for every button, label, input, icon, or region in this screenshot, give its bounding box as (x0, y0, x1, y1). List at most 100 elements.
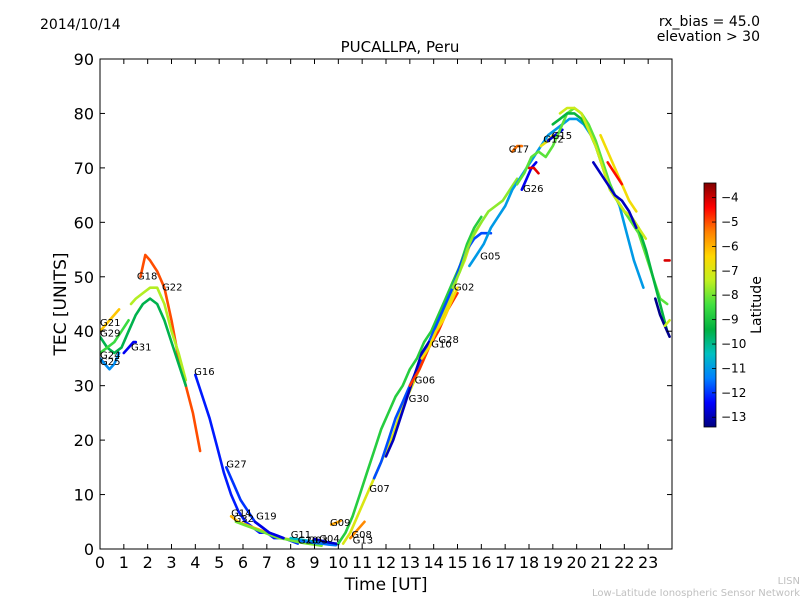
x-tick-label: 15 (447, 553, 467, 572)
sat-label: G22 (162, 282, 182, 293)
chart-title: PUCALLPA, Peru (340, 38, 460, 56)
series-line-g20 (298, 539, 338, 547)
x-tick-label: 17 (495, 553, 515, 572)
x-tick-label: 0 (95, 553, 105, 572)
colorbar: −4 −5 −6 −7 −8 −9 −10 −11 −12 −13 Latitude (703, 182, 765, 428)
series-line-g26b (527, 166, 540, 175)
x-tick-label: 18 (519, 553, 539, 572)
series-line-g04 (313, 537, 340, 546)
x-tick-label: 11 (352, 553, 372, 572)
sat-label: G31 (131, 342, 151, 353)
sat-label: G25 (100, 357, 120, 368)
x-tick-label: 19 (543, 553, 563, 572)
colorbar-tick-label: −4 (721, 191, 739, 205)
y-tick-label: 0 (84, 540, 94, 559)
series-line-g19 (253, 520, 285, 540)
x-tick-label: 9 (309, 553, 319, 572)
sat-label: G06 (415, 376, 435, 387)
colorbar-tick-label: −10 (721, 337, 746, 351)
colorbar-tick-label: −13 (721, 410, 746, 424)
x-tick-label: 1 (119, 553, 129, 572)
series-layer (100, 106, 671, 548)
y-tick-label: 90 (74, 50, 94, 69)
sat-label: G20 (298, 536, 318, 547)
sat-label: G29 (100, 329, 120, 340)
sat-label: G13 (353, 536, 373, 547)
x-tick-label: 23 (638, 553, 658, 572)
sat-label: G02 (454, 282, 474, 293)
x-tick-label: 4 (190, 553, 200, 572)
sat-label: G21 (100, 318, 120, 329)
y-tick-label: 10 (74, 486, 94, 505)
x-tick-label: 16 (471, 553, 491, 572)
sat-label: G12 (543, 134, 563, 145)
sat-label: G10 (431, 340, 451, 351)
series-line-g21 (100, 308, 121, 333)
series-line-s8a (515, 106, 669, 306)
y-tick-label: 30 (74, 377, 94, 396)
sat-label: G27 (226, 459, 246, 470)
x-tick-label: 21 (590, 553, 610, 572)
x-tick-label: 13 (400, 553, 420, 572)
sat-label: G19 (256, 512, 276, 523)
y-tick-label: 60 (74, 213, 94, 232)
series-line-s6a (599, 133, 638, 213)
x-tick-label: 7 (262, 553, 272, 572)
series-line-g24 (100, 351, 121, 371)
x-tick-label: 10 (328, 553, 348, 572)
sat-label: G14 (231, 508, 251, 519)
series-line-g09 (329, 519, 343, 526)
sat-label: G11 (291, 530, 311, 541)
sat-label: G08 (351, 530, 371, 541)
colorbar-tick-label: −9 (721, 313, 739, 327)
rx-bias-label: rx_bias = 45.0 (658, 14, 760, 30)
sat-label: G26 (523, 184, 543, 195)
series-line-s5a (606, 161, 624, 186)
colorbar-tick-label: −12 (721, 386, 746, 400)
credit-long: Low-Latitude Ionospheric Sensor Network (592, 588, 800, 599)
x-tick-label: 8 (286, 553, 296, 572)
colorbar-tick-label: −5 (721, 215, 739, 229)
sat-label: G16 (194, 367, 214, 378)
x-tick-label: 22 (614, 553, 634, 572)
sat-label: G17 (509, 145, 529, 156)
colorbar-tick-label: −8 (721, 288, 739, 302)
x-tick-label: 5 (214, 553, 224, 572)
y-tick-label: 80 (74, 104, 94, 123)
x-tick-label: 20 (566, 553, 586, 572)
sat-label: G07 (369, 484, 389, 495)
axis-layer: 0 1 2 3 4 5 6 7 8 9 10 11 12 13 14 15 16 17 18 19 20 21 22 2301… (74, 50, 672, 572)
elevation-label: elevation > 30 (656, 29, 760, 45)
sat-label: G04 (319, 534, 339, 545)
series-line-g17 (510, 144, 524, 153)
x-tick-label: 2 (143, 553, 153, 572)
colorbar-gradient (703, 182, 717, 428)
sat-label: G09 (330, 518, 350, 529)
sat-label: G18 (137, 272, 157, 283)
series-line-s9a (551, 112, 669, 333)
series-line-s12a (591, 161, 638, 230)
series-line-g18 (139, 253, 202, 453)
series-line-g08 (348, 520, 366, 540)
sat-label: G15 (552, 131, 572, 142)
series-line-s7b (663, 318, 671, 328)
y-tick-label: 70 (74, 159, 94, 178)
series-line-g10 (420, 286, 459, 360)
x-tick-label: 12 (376, 553, 396, 572)
sat-label: G30 (409, 394, 429, 405)
y-tick-label: 40 (74, 322, 94, 341)
colorbar-tick-label: −7 (721, 264, 739, 278)
x-tick-label: 3 (166, 553, 176, 572)
date-label: 2014/10/14 (40, 17, 121, 33)
series-line-g25 (100, 318, 130, 355)
x-axis-label: Time [UT] (343, 575, 427, 595)
series-line-g29 (100, 297, 188, 388)
series-line-g22 (129, 286, 188, 382)
colorbar-tick-label: −6 (721, 239, 739, 253)
credit-short: LISN (777, 576, 800, 587)
series-line-g31 (122, 340, 138, 355)
x-tick-label: 6 (238, 553, 248, 572)
y-axis-label: TEC [UNITS] (51, 252, 71, 356)
